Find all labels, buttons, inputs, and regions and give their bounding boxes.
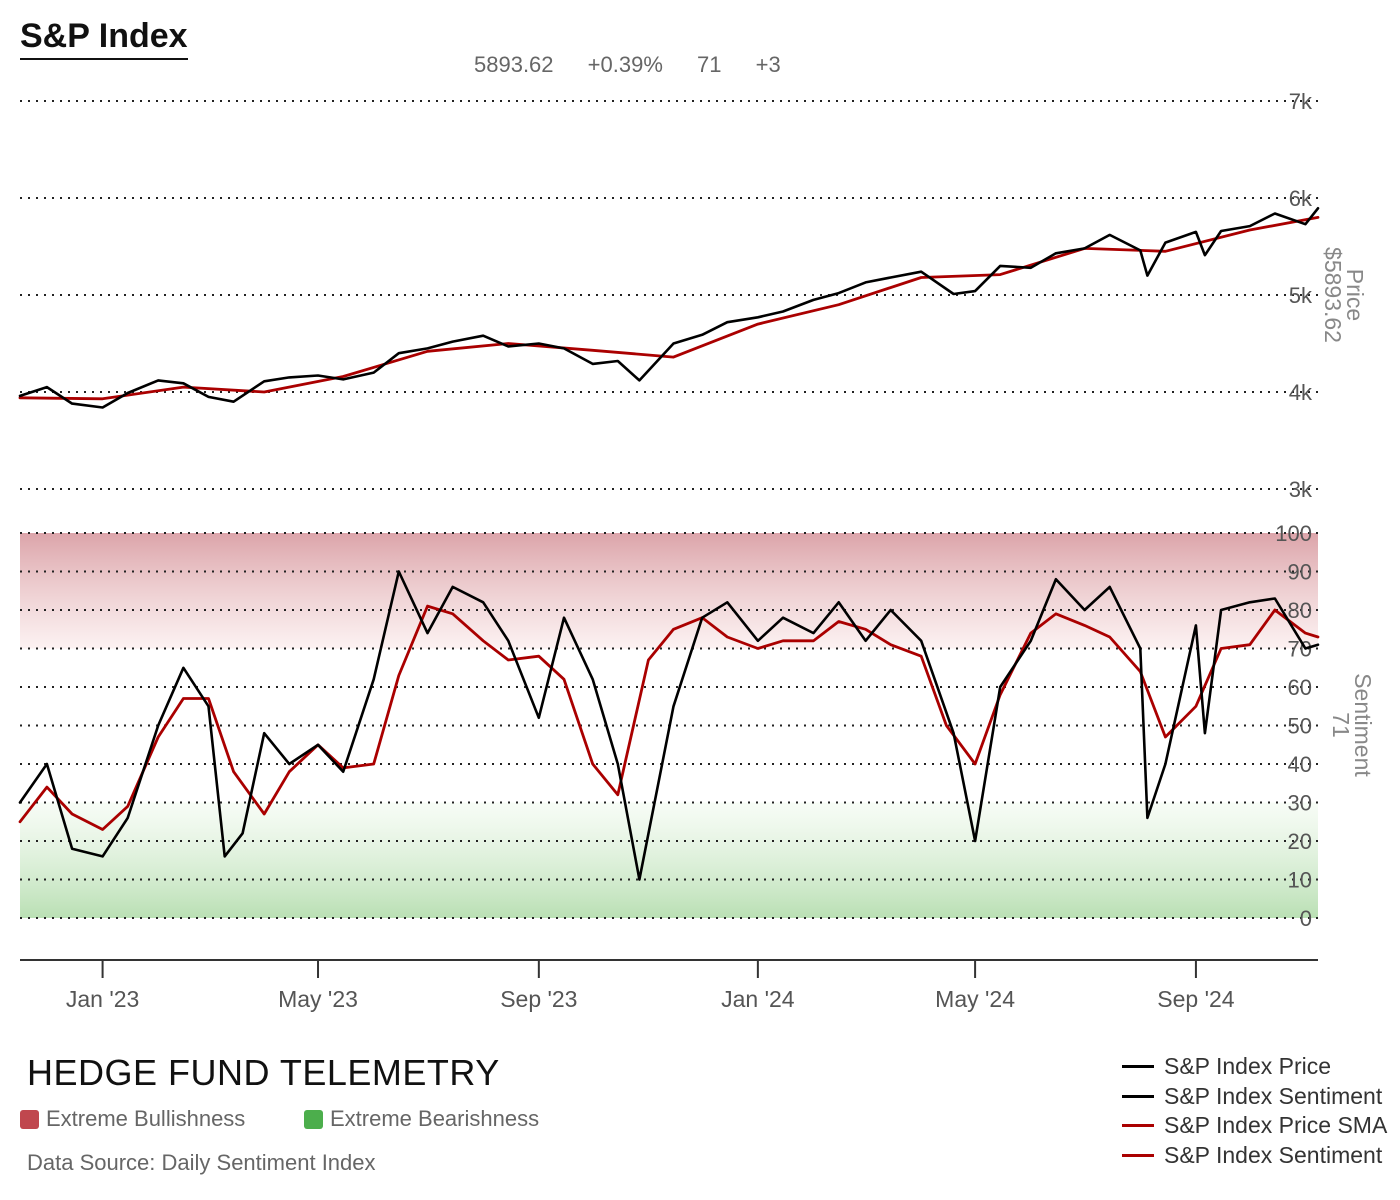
bear-key: Extreme Bearishness bbox=[304, 1106, 539, 1132]
legend-swatch bbox=[1122, 1065, 1154, 1069]
x-tick-label: Jan '23 bbox=[66, 986, 139, 1012]
legend-swatch bbox=[1122, 1153, 1154, 1157]
x-axis: Jan '23 May '23 Sep '23 Jan '24 May '24 Sep '… bbox=[20, 959, 1318, 1012]
sentiment-tick-label: 90 bbox=[1288, 560, 1312, 585]
data-source: Data Source: Daily Sentiment Index bbox=[27, 1150, 376, 1175]
sentiment-tick-label: 40 bbox=[1288, 752, 1312, 777]
bull-key-label: Extreme Bullishness bbox=[46, 1106, 246, 1131]
sentiment-tick-label: 0 bbox=[1300, 906, 1312, 931]
x-tick-label: Jan '24 bbox=[721, 986, 795, 1012]
legend-item[interactable]: S&P Index Price bbox=[1122, 1052, 1400, 1082]
price-tick-label: 7k bbox=[1289, 89, 1313, 114]
sentiment-sma-line bbox=[18, 604, 1320, 831]
sentiment-tick-label: 60 bbox=[1288, 675, 1312, 700]
bear-swatch bbox=[304, 1109, 323, 1129]
sentiment-tick-label: 50 bbox=[1288, 714, 1312, 739]
bull-swatch bbox=[20, 1109, 39, 1129]
legend-label: S&P Index Sentiment bbox=[1164, 1141, 1383, 1168]
x-tick-label: Sep '24 bbox=[1157, 986, 1234, 1012]
legend-swatch bbox=[1122, 1094, 1154, 1098]
legend-item[interactable]: S&P Index Price SMA bbox=[1122, 1111, 1400, 1141]
legend-item[interactable]: S&P Index Sentiment bbox=[1122, 1082, 1400, 1112]
price-axis-title: Price bbox=[1342, 269, 1368, 321]
series-lines bbox=[18, 207, 1320, 881]
x-tick-label: May '23 bbox=[278, 986, 358, 1012]
price-sma-line bbox=[18, 215, 1320, 401]
price-value: 5893.62 bbox=[474, 52, 554, 77]
sentiment-axis-title: Sentiment bbox=[1350, 673, 1376, 777]
sentiment-axis-value: 71 bbox=[1328, 712, 1354, 738]
x-tick-label: May '24 bbox=[935, 986, 1015, 1012]
price-axis-value: $5893.62 bbox=[1320, 247, 1346, 343]
sentiment-tick-label: 10 bbox=[1288, 868, 1312, 893]
sentiment-line bbox=[18, 570, 1320, 881]
extreme-bullishness-zone bbox=[20, 533, 1318, 649]
price-tick-label: 3k bbox=[1289, 477, 1313, 502]
sentiment-tick-label: 100 bbox=[1275, 521, 1312, 546]
sentiment-value: 71 bbox=[697, 52, 722, 77]
extreme-bearishness-zone bbox=[20, 802, 1318, 918]
legend: S&P Index Price S&P Index Sentiment S&P … bbox=[1122, 1052, 1400, 1170]
price-tick-label: 6k bbox=[1289, 186, 1313, 211]
price-tick-label: 5k bbox=[1289, 283, 1313, 308]
legend-item[interactable]: S&P Index Sentiment bbox=[1122, 1141, 1400, 1171]
bull-key: Extreme Bullishness bbox=[20, 1106, 245, 1132]
bear-key-label: Extreme Bearishness bbox=[330, 1106, 540, 1131]
price-tick-label: 4k bbox=[1289, 380, 1313, 405]
legend-swatch bbox=[1122, 1124, 1154, 1128]
legend-label: S&P Index Price bbox=[1164, 1053, 1332, 1080]
header-stats: 5893.62 +0.39% 71 +3 bbox=[474, 52, 809, 78]
legend-label: S&P Index Price SMA bbox=[1164, 1112, 1388, 1139]
price-change: +0.39% bbox=[587, 52, 663, 77]
grid-lines bbox=[20, 100, 1318, 919]
sentiment-tick-label: 30 bbox=[1288, 791, 1312, 816]
sentiment-change: +3 bbox=[755, 52, 781, 77]
sentiment-tick-label: 80 bbox=[1288, 598, 1312, 623]
x-tick-label: Sep '23 bbox=[500, 986, 577, 1012]
brand-name: HEDGE FUND TELEMETRY bbox=[27, 1052, 500, 1093]
chart-title: S&P Index bbox=[20, 16, 188, 60]
price-line bbox=[18, 207, 1320, 409]
legend-label: S&P Index Sentiment bbox=[1164, 1082, 1383, 1109]
sentiment-tick-label: 20 bbox=[1288, 829, 1312, 854]
